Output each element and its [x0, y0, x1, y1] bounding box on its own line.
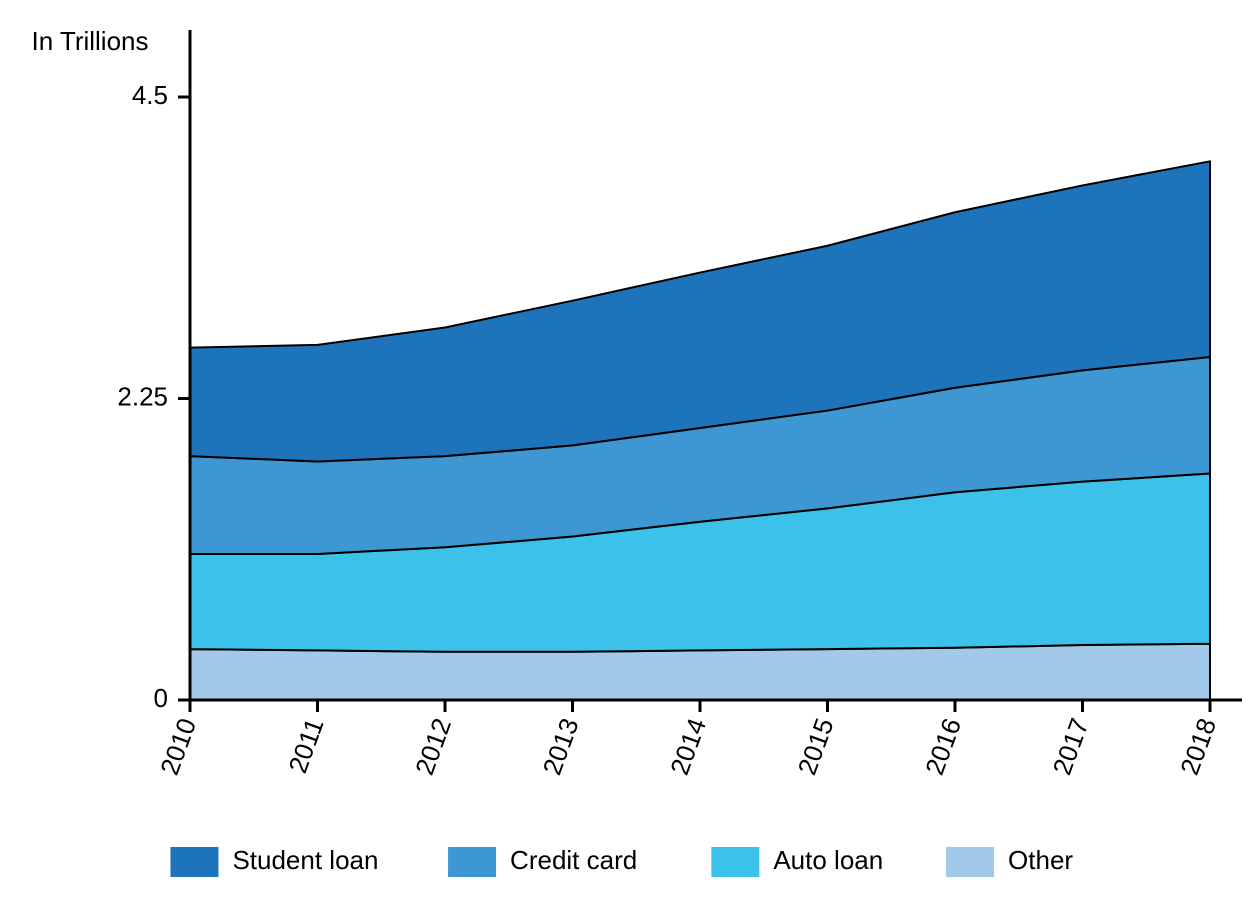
- legend-label: Credit card: [510, 845, 637, 875]
- series-area-other: [190, 644, 1210, 700]
- y-tick-label: 0: [154, 683, 168, 713]
- legend-swatch-other: [946, 847, 994, 877]
- legend-label: Student loan: [232, 845, 378, 875]
- y-axis-title: In Trillions: [31, 26, 148, 56]
- y-tick-label: 2.25: [117, 381, 168, 411]
- legend-label: Auto loan: [773, 845, 883, 875]
- y-tick-label: 4.5: [132, 80, 168, 110]
- legend-swatch-credit-card: [448, 847, 496, 877]
- legend-swatch-auto-loan: [711, 847, 759, 877]
- legend-swatch-student-loan: [170, 847, 218, 877]
- legend-label: Other: [1008, 845, 1073, 875]
- chart-container: 02.254.5In Trillions20102011201220132014…: [0, 0, 1250, 914]
- stacked-area-chart: 02.254.5In Trillions20102011201220132014…: [0, 0, 1250, 914]
